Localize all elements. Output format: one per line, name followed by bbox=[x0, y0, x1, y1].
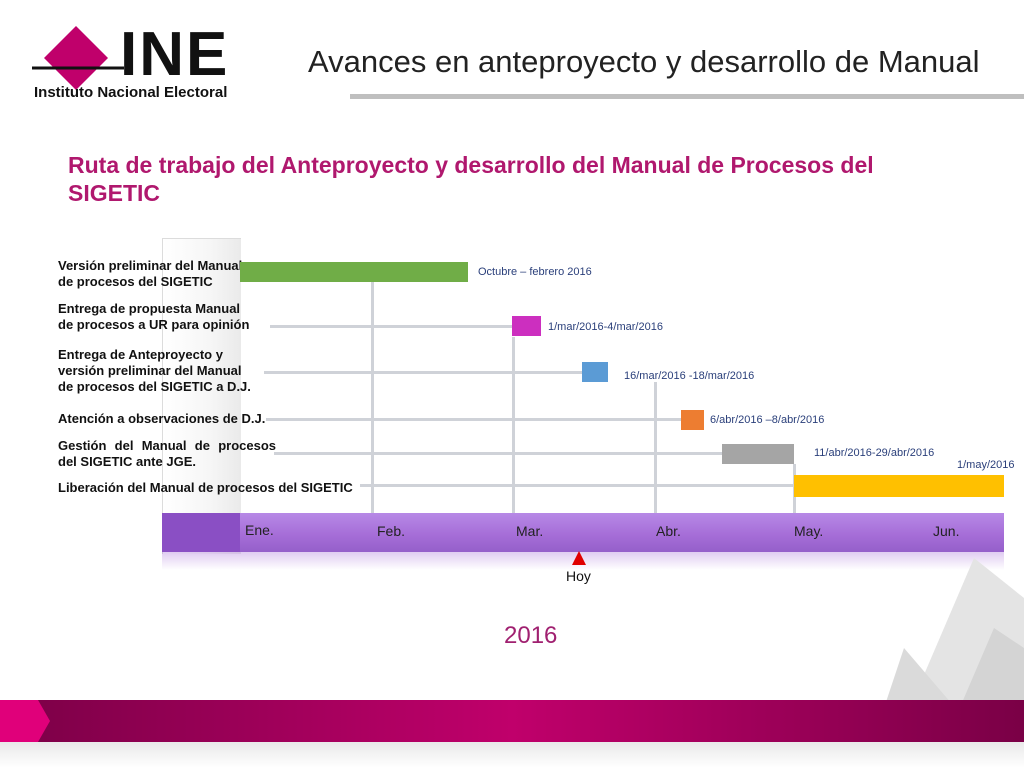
month-label: May. bbox=[794, 523, 824, 539]
connector-4 bbox=[266, 418, 681, 421]
title-underline bbox=[350, 94, 1024, 99]
task-label: Liberación del Manual de procesos del SI… bbox=[58, 480, 353, 495]
task-dates: 16/mar/2016 -18/mar/2016 bbox=[624, 370, 755, 382]
today-label: Hoy bbox=[566, 568, 591, 584]
year-label: 2016 bbox=[504, 622, 558, 649]
footer-band bbox=[0, 700, 1024, 742]
task-bar bbox=[512, 316, 541, 336]
task-label: Gestión del Manual de procesos del SIGET… bbox=[58, 438, 276, 469]
task-dates: Octubre – febrero 2016 bbox=[478, 266, 592, 278]
task-dates: 1/may/2016 bbox=[957, 459, 1015, 471]
ine-logo-mark-icon bbox=[32, 26, 124, 90]
gridline-feb bbox=[371, 282, 374, 514]
task-label: Versión preliminar del Manual de proceso… bbox=[58, 258, 243, 289]
month-label: Feb. bbox=[377, 523, 406, 539]
task-dates: 6/abr/2016 –8/abr/2016 bbox=[710, 414, 825, 426]
footer-arrow-icon bbox=[0, 700, 50, 742]
month-axis-left-block bbox=[162, 513, 240, 552]
month-label: Jun. bbox=[933, 523, 960, 539]
institution-name: Instituto Nacional Electoral bbox=[34, 84, 228, 101]
task-label: Entrega de Anteproyecto y versión prelim… bbox=[58, 347, 251, 394]
month-label: Mar. bbox=[516, 523, 544, 539]
task-bar bbox=[722, 444, 794, 464]
subtitle: Ruta de trabajo del Anteproyecto y desar… bbox=[68, 152, 874, 206]
connector-3 bbox=[264, 371, 582, 374]
gridline-mar bbox=[512, 337, 515, 514]
today-marker-icon bbox=[572, 551, 586, 565]
task-bar bbox=[240, 262, 468, 282]
connector-6 bbox=[360, 484, 794, 487]
task-label: Entrega de propuesta Manual de procesos … bbox=[58, 301, 250, 332]
logo-text: INE bbox=[120, 20, 230, 89]
task-label: Atención a observaciones de D.J. bbox=[58, 411, 266, 426]
month-label: Ene. bbox=[245, 522, 274, 538]
month-axis bbox=[240, 513, 1004, 552]
page-title: Avances en anteproyecto y desarrollo de … bbox=[308, 44, 980, 79]
month-label: Abr. bbox=[656, 523, 681, 539]
label-panel bbox=[162, 238, 241, 554]
task-bar bbox=[582, 362, 608, 382]
ine-logo: INE Instituto Nacional Electoral bbox=[28, 22, 288, 106]
task-dates: 11/abr/2016-29/abr/2016 bbox=[814, 447, 935, 459]
task-bar bbox=[794, 475, 1004, 497]
connector-5 bbox=[274, 452, 722, 455]
task-dates: 1/mar/2016-4/mar/2016 bbox=[548, 321, 663, 333]
gantt-diagram: Versión preliminar del Manual de proceso… bbox=[58, 238, 1015, 649]
gridline-abr bbox=[654, 382, 657, 514]
connector-2 bbox=[270, 325, 512, 328]
task-bar bbox=[681, 410, 704, 430]
footer-shadow bbox=[0, 742, 1024, 768]
